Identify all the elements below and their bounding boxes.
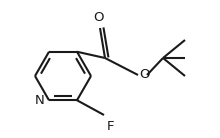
Text: F: F	[107, 120, 114, 133]
Text: N: N	[34, 94, 44, 107]
Text: O: O	[139, 68, 150, 82]
Text: O: O	[94, 11, 104, 24]
